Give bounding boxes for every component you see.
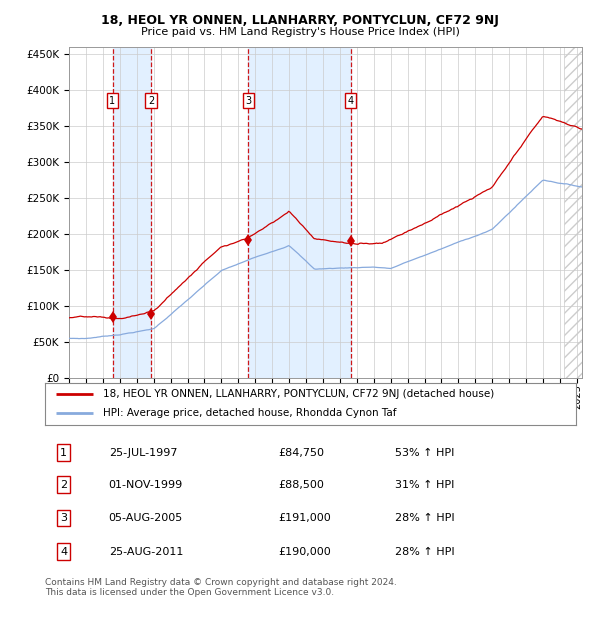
Text: £191,000: £191,000 <box>278 513 331 523</box>
Text: 25-AUG-2011: 25-AUG-2011 <box>109 547 183 557</box>
Text: 4: 4 <box>60 547 67 557</box>
Text: £190,000: £190,000 <box>278 547 331 557</box>
Bar <box>113 46 151 378</box>
Text: 18, HEOL YR ONNEN, LLANHARRY, PONTYCLUN, CF72 9NJ: 18, HEOL YR ONNEN, LLANHARRY, PONTYCLUN,… <box>101 14 499 27</box>
Text: Price paid vs. HM Land Registry's House Price Index (HPI): Price paid vs. HM Land Registry's House … <box>140 27 460 37</box>
Text: 53% ↑ HPI: 53% ↑ HPI <box>395 448 455 458</box>
Bar <box>564 46 582 378</box>
Text: £84,750: £84,750 <box>278 448 325 458</box>
Text: 28% ↑ HPI: 28% ↑ HPI <box>395 513 455 523</box>
Text: 25-JUL-1997: 25-JUL-1997 <box>109 448 177 458</box>
Text: 1: 1 <box>109 95 116 105</box>
Text: 3: 3 <box>60 513 67 523</box>
Text: 05-AUG-2005: 05-AUG-2005 <box>109 513 183 523</box>
Text: £88,500: £88,500 <box>278 480 325 490</box>
Text: 28% ↑ HPI: 28% ↑ HPI <box>395 547 455 557</box>
Text: 3: 3 <box>245 95 251 105</box>
Text: HPI: Average price, detached house, Rhondda Cynon Taf: HPI: Average price, detached house, Rhon… <box>103 409 397 419</box>
Text: 18, HEOL YR ONNEN, LLANHARRY, PONTYCLUN, CF72 9NJ (detached house): 18, HEOL YR ONNEN, LLANHARRY, PONTYCLUN,… <box>103 389 494 399</box>
Text: Contains HM Land Registry data © Crown copyright and database right 2024.
This d: Contains HM Land Registry data © Crown c… <box>45 578 397 597</box>
Text: 01-NOV-1999: 01-NOV-1999 <box>109 480 183 490</box>
Text: 1: 1 <box>60 448 67 458</box>
Text: 31% ↑ HPI: 31% ↑ HPI <box>395 480 455 490</box>
Text: 2: 2 <box>60 480 67 490</box>
Text: 2: 2 <box>148 95 154 105</box>
Bar <box>248 46 351 378</box>
Text: 4: 4 <box>348 95 354 105</box>
